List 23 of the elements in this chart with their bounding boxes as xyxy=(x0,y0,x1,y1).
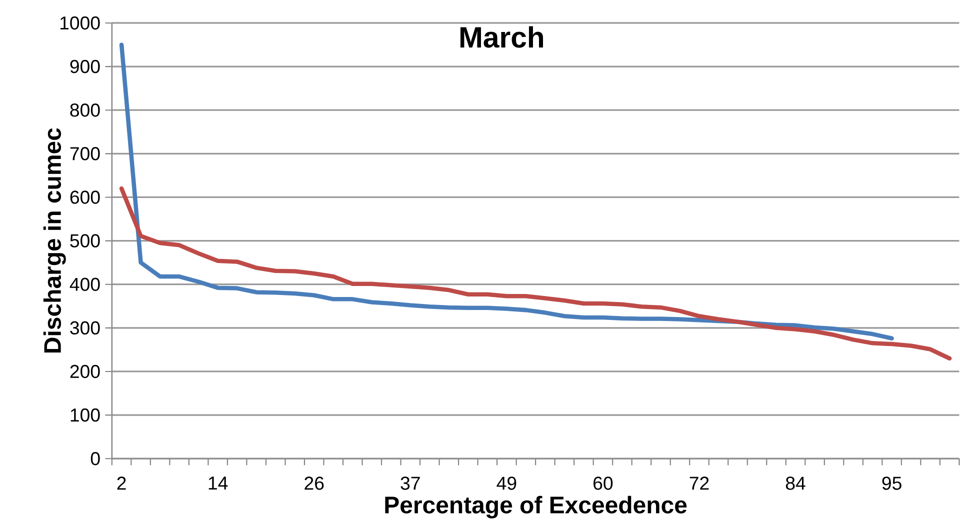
y-tick-label: 1000 xyxy=(60,16,100,30)
x-axis-title: Percentage of Exceedence xyxy=(385,496,687,519)
y-tick-label: 600 xyxy=(70,190,100,204)
y-tick-label: 400 xyxy=(70,278,100,292)
x-tick-label: 37 xyxy=(400,476,420,490)
x-tick-label: 26 xyxy=(304,476,324,490)
y-tick-label: 300 xyxy=(70,322,100,335)
x-tick-label: 14 xyxy=(208,476,228,490)
x-tick-label: 60 xyxy=(594,476,613,490)
chart-title: March xyxy=(460,26,543,48)
x-tick-label: 49 xyxy=(496,476,516,490)
y-tick-label: 0 xyxy=(90,452,100,466)
y-tick-label: 800 xyxy=(70,104,100,117)
x-tick-label: 72 xyxy=(690,476,709,490)
y-tick-label: 100 xyxy=(70,408,100,422)
y-tick-label: 500 xyxy=(70,234,100,248)
x-tick-label: 95 xyxy=(882,476,902,490)
y-tick-label: 200 xyxy=(70,365,100,378)
x-tick-label: 84 xyxy=(786,476,806,490)
y-tick-label: 700 xyxy=(70,147,100,160)
x-tick-label: 2 xyxy=(117,476,126,490)
y-tick-label: 900 xyxy=(70,60,100,74)
y-axis-title: Discharge in cumec xyxy=(43,128,66,353)
